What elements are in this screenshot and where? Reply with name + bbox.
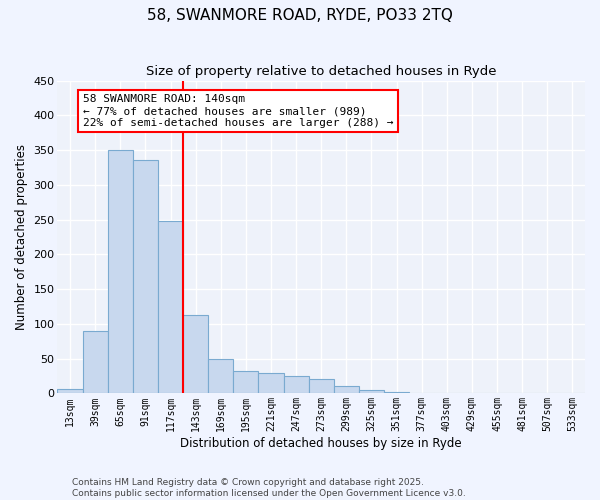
Bar <box>384 392 409 394</box>
Text: Contains HM Land Registry data © Crown copyright and database right 2025.
Contai: Contains HM Land Registry data © Crown c… <box>72 478 466 498</box>
Text: 58, SWANMORE ROAD, RYDE, PO33 2TQ: 58, SWANMORE ROAD, RYDE, PO33 2TQ <box>147 8 453 22</box>
Bar <box>58 388 83 394</box>
Bar <box>334 386 359 394</box>
Bar <box>108 150 133 394</box>
Title: Size of property relative to detached houses in Ryde: Size of property relative to detached ho… <box>146 65 496 78</box>
Bar <box>409 392 434 394</box>
Bar <box>308 379 334 394</box>
Bar <box>233 371 259 394</box>
Bar <box>259 372 284 394</box>
Bar <box>284 376 308 394</box>
Bar <box>434 392 460 394</box>
Bar <box>183 315 208 394</box>
Text: 58 SWANMORE ROAD: 140sqm
← 77% of detached houses are smaller (989)
22% of semi-: 58 SWANMORE ROAD: 140sqm ← 77% of detach… <box>83 94 393 128</box>
Bar <box>359 390 384 394</box>
Y-axis label: Number of detached properties: Number of detached properties <box>15 144 28 330</box>
Bar <box>83 331 108 394</box>
Bar <box>133 160 158 394</box>
Bar <box>485 392 509 394</box>
Bar <box>158 221 183 394</box>
Bar <box>208 358 233 394</box>
Bar <box>560 392 585 394</box>
X-axis label: Distribution of detached houses by size in Ryde: Distribution of detached houses by size … <box>181 437 462 450</box>
